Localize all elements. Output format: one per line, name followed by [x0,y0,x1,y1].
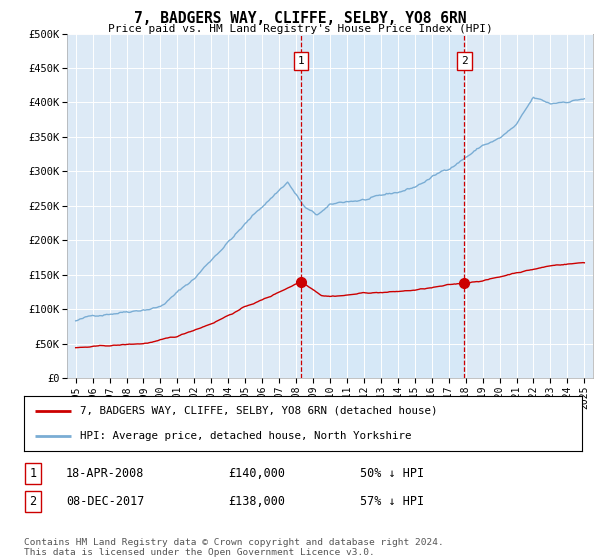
Text: 2: 2 [29,494,37,508]
Text: 7, BADGERS WAY, CLIFFE, SELBY, YO8 6RN: 7, BADGERS WAY, CLIFFE, SELBY, YO8 6RN [134,11,466,26]
Text: £138,000: £138,000 [228,494,285,508]
Text: £140,000: £140,000 [228,466,285,480]
Text: 1: 1 [298,56,304,66]
Text: 08-DEC-2017: 08-DEC-2017 [66,494,145,508]
Text: 50% ↓ HPI: 50% ↓ HPI [360,466,424,480]
Text: 7, BADGERS WAY, CLIFFE, SELBY, YO8 6RN (detached house): 7, BADGERS WAY, CLIFFE, SELBY, YO8 6RN (… [80,406,437,416]
Text: 18-APR-2008: 18-APR-2008 [66,466,145,480]
Bar [301,34,464,378]
Text: 2: 2 [461,56,467,66]
Text: HPI: Average price, detached house, North Yorkshire: HPI: Average price, detached house, Nort… [80,431,412,441]
Text: Contains HM Land Registry data © Crown copyright and database right 2024.
This d: Contains HM Land Registry data © Crown c… [24,538,444,557]
Text: 1: 1 [29,466,37,480]
Text: Price paid vs. HM Land Registry's House Price Index (HPI): Price paid vs. HM Land Registry's House … [107,24,493,34]
Text: 57% ↓ HPI: 57% ↓ HPI [360,494,424,508]
